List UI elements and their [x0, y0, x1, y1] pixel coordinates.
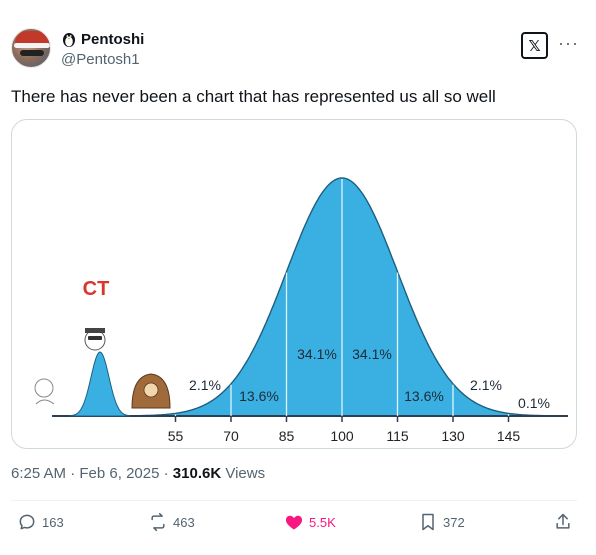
author-name-row: Pentoshi	[61, 30, 144, 48]
x-logo-glyph: 𝕏	[528, 36, 541, 55]
left-doodle-figure-body	[35, 399, 55, 405]
more-options-icon[interactable]: ···	[558, 33, 579, 53]
x-tick-label: 115	[386, 428, 409, 444]
author-handle[interactable]: @Pentosh1	[61, 51, 140, 68]
x-tick-label: 130	[441, 428, 465, 444]
label-layer: 2.1% 13.6% 34.1% 34.1% 13.6% 2.1% 0.1%	[189, 346, 550, 411]
author-avatar[interactable]	[11, 28, 51, 68]
avatar-glasses	[20, 50, 44, 56]
band-percentage-label: 34.1%	[297, 346, 337, 362]
like-button[interactable]: 5.5K	[284, 512, 336, 532]
repost-button[interactable]: 463	[148, 512, 195, 532]
bookmark-icon	[422, 513, 434, 531]
heart-icon	[285, 515, 303, 530]
divider	[11, 500, 577, 501]
x-tick-label: 145	[497, 428, 521, 444]
x-tick-label: 55	[168, 428, 184, 444]
hooded-figure-face	[143, 382, 159, 398]
tweet-date[interactable]: Feb 6, 2025	[79, 465, 160, 482]
share-button[interactable]	[553, 512, 573, 532]
views-count: 310.6K	[172, 465, 222, 482]
ct-top-figure-cap	[85, 328, 105, 333]
band-percentage-label: 2.1%	[189, 377, 221, 393]
meta-separator: ·	[163, 465, 169, 482]
band-percentage-label: 13.6%	[239, 388, 279, 404]
reply-button[interactable]: 163	[17, 512, 64, 532]
repost-icon	[151, 512, 165, 532]
tweet-meta: 6:25 AM · Feb 6, 2025 · 310.6K Views	[11, 465, 265, 482]
ct-mini-curve	[69, 351, 131, 417]
tweet-time[interactable]: 6:25 AM	[11, 465, 67, 482]
like-count: 5.5K	[309, 514, 336, 530]
ct-top-figure-glasses	[88, 336, 102, 340]
band-percentage-label: 0.1%	[518, 395, 550, 411]
bookmark-count: 372	[443, 514, 465, 530]
author-name[interactable]: Pentoshi	[81, 30, 145, 48]
x-logo-icon[interactable]: 𝕏	[521, 32, 548, 59]
tick-layer: 55 70 85 100 115 130 145	[168, 416, 521, 444]
x-tick-label: 70	[223, 428, 239, 444]
avatar-hat-brim	[14, 43, 50, 48]
share-icon	[556, 513, 570, 529]
ct-layer: CT	[34, 278, 171, 417]
meta-separator: ·	[70, 465, 76, 482]
left-doodle-figure	[34, 378, 54, 398]
penguin-icon	[63, 33, 75, 47]
x-tick-label: 100	[330, 428, 354, 444]
views-label: Views	[225, 465, 266, 482]
band-percentage-label: 2.1%	[470, 377, 502, 393]
reply-icon	[19, 514, 35, 530]
x-tick-label: 85	[279, 428, 295, 444]
reply-count: 163	[42, 514, 64, 530]
tweet-media-image[interactable]: CT 55 70 85 100 115 130 145 2.1% 13.6% 34.1% 34.1…	[11, 119, 577, 449]
curve-layer	[52, 177, 568, 417]
tweet-text: There has never been a chart that has re…	[11, 87, 496, 106]
ct-annotation-label: CT	[83, 278, 110, 300]
avatar-santa-hat	[15, 31, 49, 45]
action-bar: 163 463 5.5K 372	[0, 512, 596, 538]
bookmark-button[interactable]: 372	[418, 512, 465, 532]
band-percentage-label: 34.1%	[352, 346, 392, 362]
bell-curve-chart: CT 55 70 85 100 115 130 145 2.1% 13.6% 34.1% 34.1…	[34, 177, 568, 444]
band-percentage-label: 13.6%	[404, 388, 444, 404]
repost-count: 463	[173, 514, 195, 530]
